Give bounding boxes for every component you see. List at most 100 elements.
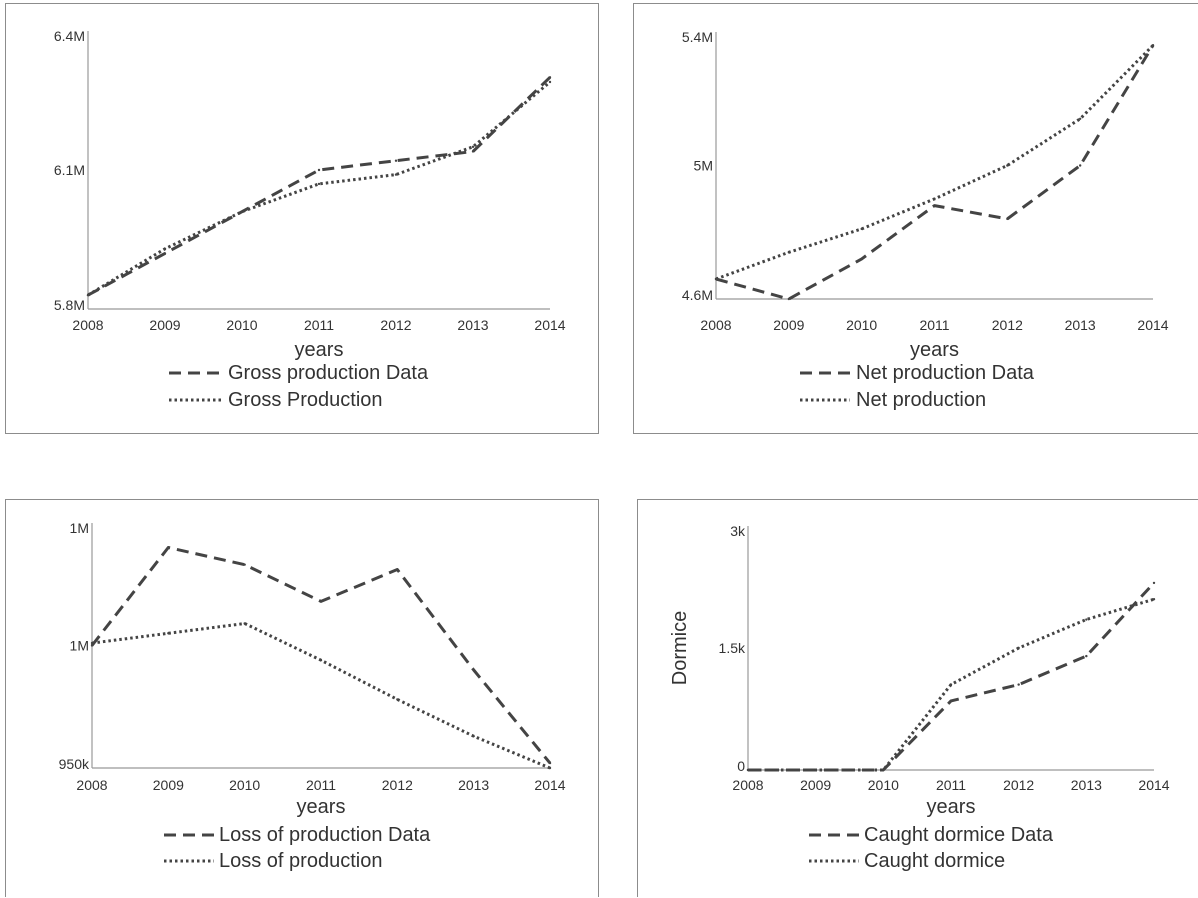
data-point [548, 80, 552, 84]
data-point [240, 210, 244, 213]
y-tick-label: 1M [70, 520, 89, 536]
data-point [319, 659, 323, 662]
data-point [1085, 618, 1088, 621]
data-point [933, 197, 936, 201]
x-tick-label: 2008 [732, 777, 763, 793]
x-tick-label: 2011 [936, 777, 966, 793]
series-line-1 [87, 80, 551, 297]
gross-production-chart: 5.8M 6.1M 6.4M 2008 2009 2010 2011 2012 2013 2014… [54, 28, 566, 411]
caught-dormice-panel: 0 1.5k 3k 2008 2009 2010 2011 2012 2013 2014 years… [637, 499, 1198, 897]
data-point [90, 641, 94, 645]
x-tick-label: 2012 [380, 317, 411, 333]
data-point [317, 168, 321, 172]
data-point [787, 297, 791, 301]
x-axis-title: years [927, 796, 976, 818]
data-point [317, 182, 321, 186]
data-point [396, 698, 399, 701]
x-tick-label: 2013 [457, 317, 488, 333]
net-production-panel: 4.6M 5M 5.4M 2008 2009 2010 2011 2012 2013 2014 ye… [633, 3, 1198, 434]
x-tick-label: 2010 [229, 777, 260, 793]
data-point [243, 622, 246, 625]
y-tick-label: 6.4M [54, 28, 85, 44]
x-tick-label: 2012 [992, 317, 1023, 333]
data-point [1017, 646, 1020, 650]
x-tick-label: 2012 [1003, 777, 1034, 793]
x-tick-label: 2014 [1137, 317, 1168, 333]
x-tick-label: 2014 [534, 317, 565, 333]
x-tick-label: 2014 [534, 777, 565, 793]
data-point [163, 252, 167, 255]
data-point [471, 145, 475, 149]
data-point [548, 761, 552, 765]
data-point [319, 600, 323, 603]
data-point [1006, 217, 1009, 221]
data-point [882, 768, 885, 772]
y-tick-label: 1M [70, 638, 89, 654]
y-tick-label: 0 [737, 758, 745, 774]
data-point [548, 76, 552, 79]
x-tick-label: 2010 [868, 777, 899, 793]
x-tick-label: 2011 [306, 777, 336, 793]
x-tick-label: 2011 [919, 317, 949, 333]
y-tick-label: 6.1M [54, 162, 85, 178]
data-point [396, 568, 399, 571]
x-tick-label: 2013 [458, 777, 489, 793]
data-point [1078, 164, 1082, 167]
legend-label: Net production [856, 389, 986, 411]
series-line-0 [90, 546, 552, 765]
legend-label: Net production Data [856, 362, 1035, 384]
x-tick-label: 2010 [226, 317, 257, 333]
y-tick-label: 5.8M [54, 297, 85, 313]
series-line-0 [87, 76, 552, 297]
x-tick-label: 2010 [846, 317, 877, 333]
data-point [1151, 44, 1155, 47]
x-tick-label: 2011 [304, 317, 334, 333]
series-line-0 [715, 44, 1155, 301]
data-point [167, 632, 170, 635]
x-tick-label: 2008 [76, 777, 107, 793]
series-line-1 [715, 44, 1155, 281]
data-point [860, 227, 863, 231]
data-point [243, 563, 246, 566]
data-point [167, 546, 170, 549]
x-tick-label: 2009 [153, 777, 184, 793]
loss-of-production-chart: 950k 1M 1M 2008 2009 2010 2011 2012 2013 2014 year… [59, 520, 566, 872]
data-point [1006, 164, 1009, 167]
data-point [1078, 117, 1082, 120]
legend-label: Gross production Data [228, 362, 429, 384]
data-point [949, 683, 953, 686]
x-tick-label: 2009 [149, 317, 180, 333]
data-point [814, 768, 817, 772]
x-axis-title: years [910, 339, 959, 361]
x-tick-label: 2009 [773, 317, 804, 333]
legend-label: Loss of production Data [219, 824, 431, 846]
y-tick-label: 4.6M [682, 287, 713, 303]
data-point [1017, 683, 1020, 686]
data-point [746, 768, 750, 772]
x-tick-label: 2014 [1138, 777, 1169, 793]
data-point [714, 277, 718, 281]
data-point [1085, 654, 1088, 658]
data-point [163, 247, 167, 250]
data-point [933, 204, 936, 207]
x-tick-label: 2008 [700, 317, 731, 333]
data-point [394, 159, 398, 162]
legend-label: Loss of production [219, 850, 382, 872]
data-point [471, 150, 475, 153]
data-point [86, 293, 90, 297]
y-tick-label: 5.4M [682, 29, 713, 45]
data-point [1152, 581, 1156, 585]
net-production-chart: 4.6M 5M 5.4M 2008 2009 2010 2011 2012 2013 2014 ye… [682, 29, 1169, 411]
data-point [548, 766, 552, 770]
data-point [394, 173, 398, 176]
x-tick-label: 2009 [800, 777, 831, 793]
legend-label: Caught dormice [864, 850, 1005, 872]
data-point [90, 644, 94, 647]
series-line-0 [748, 581, 1156, 772]
legend-label: Caught dormice Data [864, 824, 1054, 846]
loss-of-production-panel: 950k 1M 1M 2008 2009 2010 2011 2012 2013 2014 year… [5, 499, 599, 897]
y-tick-label: 5M [694, 158, 713, 174]
legend-label: Gross Production [228, 389, 383, 411]
caught-dormice-chart: 0 1.5k 3k 2008 2009 2010 2011 2012 2013 2014 years… [669, 523, 1170, 872]
series-line-1 [91, 622, 551, 770]
